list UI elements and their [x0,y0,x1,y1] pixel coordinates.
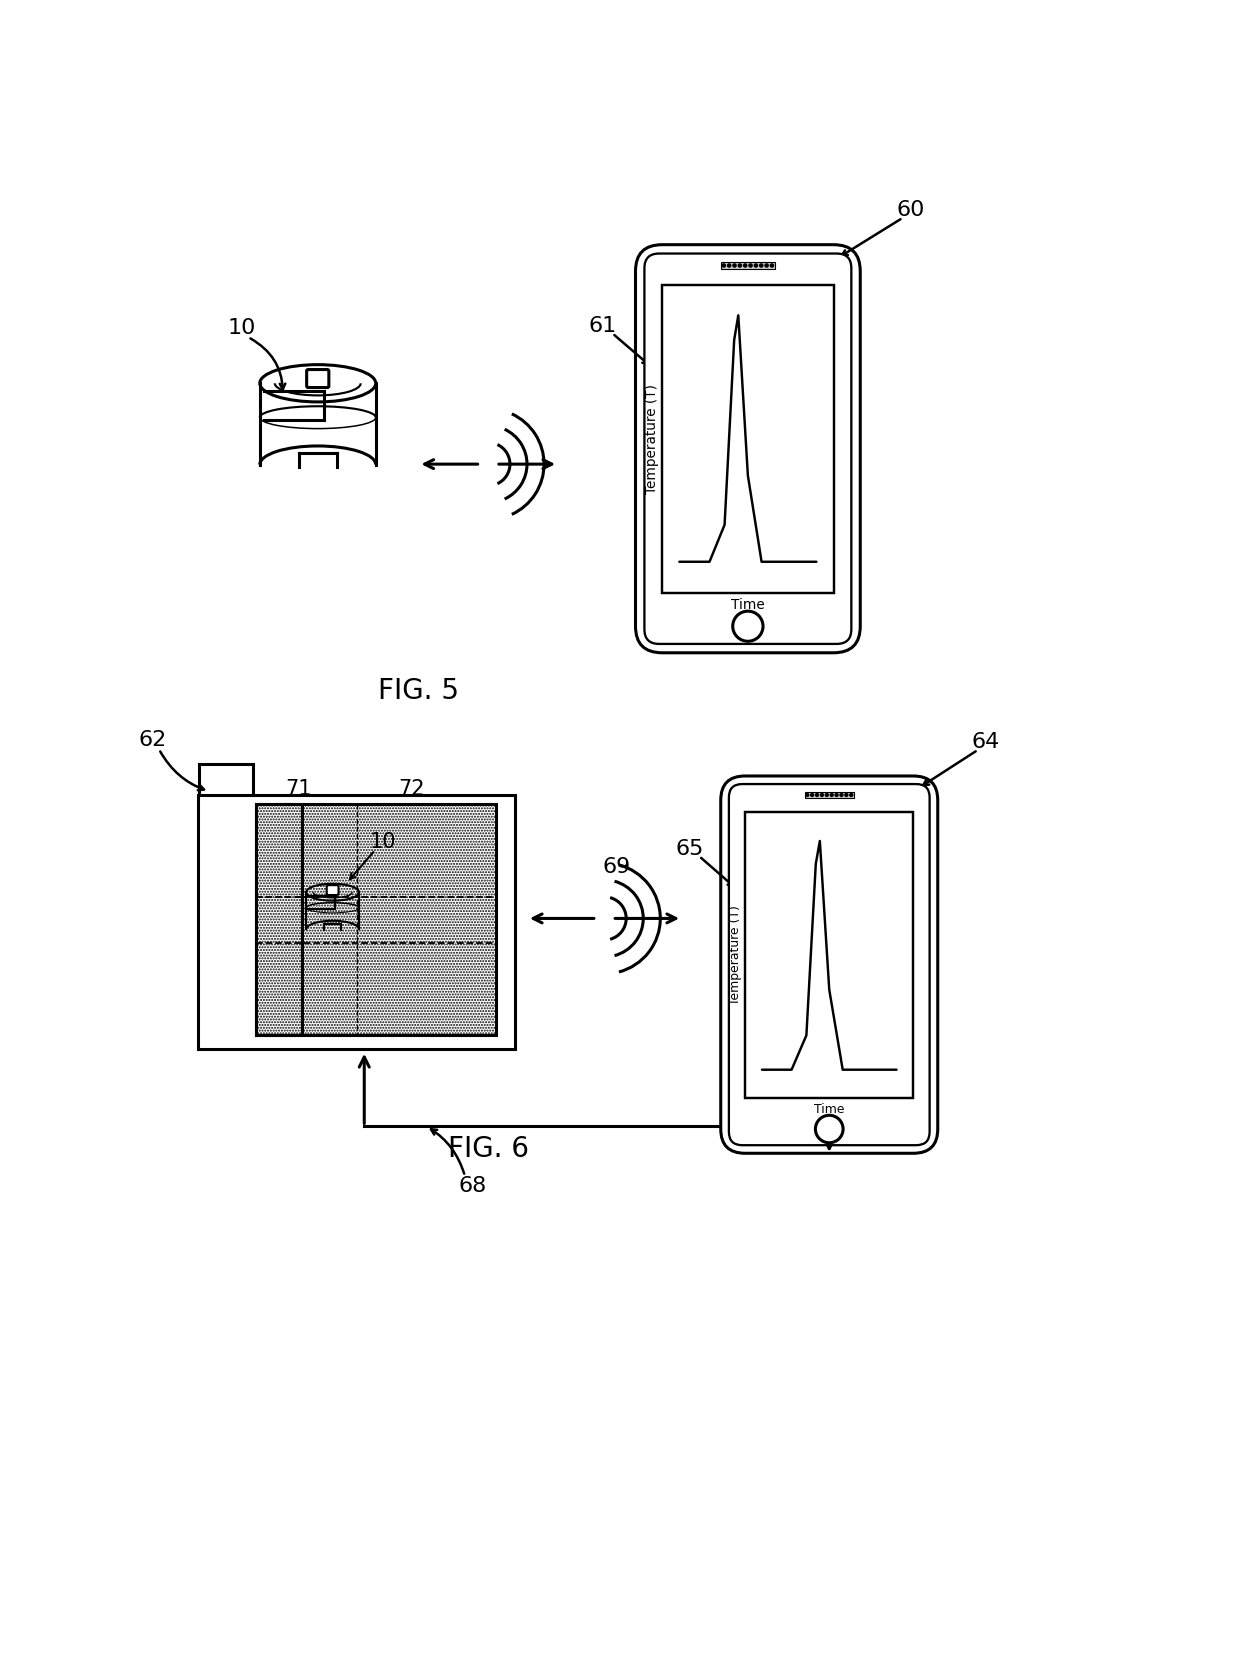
Text: Temperature (T): Temperature (T) [729,905,742,1006]
Text: FIG. 6: FIG. 6 [448,1135,528,1163]
Text: FIG. 5: FIG. 5 [378,676,459,705]
Circle shape [754,265,758,266]
Bar [197,796,516,1049]
Circle shape [722,265,725,266]
Circle shape [811,794,813,797]
Text: 71: 71 [285,779,312,799]
Bar [255,804,496,1035]
Text: 10: 10 [228,318,255,337]
Circle shape [826,794,828,797]
Text: Time: Time [732,599,765,612]
Text: Time: Time [813,1103,844,1116]
Circle shape [831,794,833,797]
Text: 64: 64 [972,733,999,753]
FancyBboxPatch shape [729,784,930,1145]
Bar [662,284,833,592]
Text: 68: 68 [459,1176,487,1196]
Circle shape [728,265,730,266]
Bar [745,812,914,1098]
Circle shape [765,265,769,266]
Circle shape [733,265,737,266]
Circle shape [738,265,742,266]
Circle shape [806,794,808,797]
FancyBboxPatch shape [306,369,329,387]
Bar [805,792,853,797]
Circle shape [849,794,853,797]
Circle shape [839,794,843,797]
Bar [255,804,303,1035]
FancyBboxPatch shape [645,253,852,643]
Text: 72: 72 [399,779,425,799]
Text: 10: 10 [370,832,397,852]
FancyBboxPatch shape [720,776,937,1153]
Circle shape [835,794,838,797]
FancyBboxPatch shape [635,245,861,653]
Circle shape [760,265,763,266]
Circle shape [733,612,763,642]
Text: 62: 62 [139,729,167,749]
Circle shape [816,794,818,797]
Text: 60: 60 [897,200,925,220]
Circle shape [770,265,774,266]
Text: Temperature (T): Temperature (T) [645,384,658,493]
Bar [722,263,775,268]
Circle shape [844,794,848,797]
Text: 69: 69 [601,857,630,877]
Circle shape [821,794,823,797]
Circle shape [749,265,753,266]
Circle shape [816,1115,843,1143]
FancyBboxPatch shape [327,885,339,895]
Circle shape [744,265,746,266]
Text: 65: 65 [676,839,704,858]
Text: 61: 61 [589,316,618,336]
